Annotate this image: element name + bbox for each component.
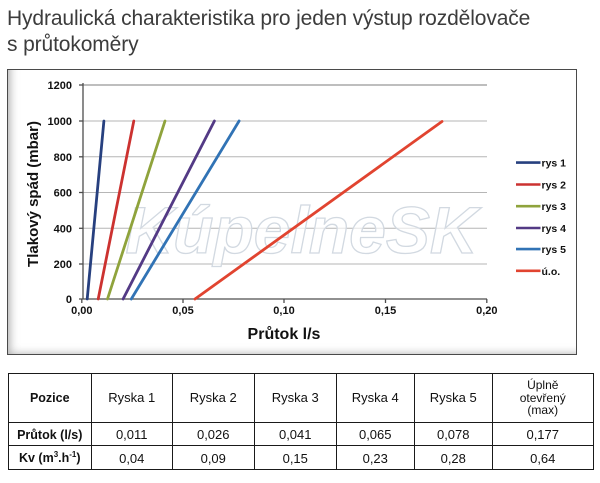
svg-text:600: 600 [54,188,72,200]
svg-text:0,00: 0,00 [71,305,92,317]
svg-text:rys 5: rys 5 [542,244,567,256]
svg-text:0,05: 0,05 [172,305,193,317]
svg-text:1200: 1200 [48,80,72,92]
svg-text:rys 4: rys 4 [542,223,567,235]
svg-text:Tlakový spád (mbar): Tlakový spád (mbar) [25,121,42,267]
svg-text:1000: 1000 [48,116,72,128]
svg-text:rys 1: rys 1 [542,158,567,170]
svg-text:rys 3: rys 3 [542,201,567,213]
svg-text:KúpelneSK: KúpelneSK [125,193,481,267]
svg-text:200: 200 [54,259,72,271]
svg-text:ú.o.: ú.o. [542,266,561,278]
svg-text:400: 400 [54,223,72,235]
svg-text:rys 2: rys 2 [542,180,567,192]
svg-text:0: 0 [66,294,72,306]
svg-text:Průtok l/s: Průtok l/s [248,326,321,343]
svg-text:0,10: 0,10 [273,305,294,317]
svg-text:0,20: 0,20 [476,305,497,317]
svg-text:0,15: 0,15 [375,305,396,317]
svg-text:800: 800 [54,152,72,164]
